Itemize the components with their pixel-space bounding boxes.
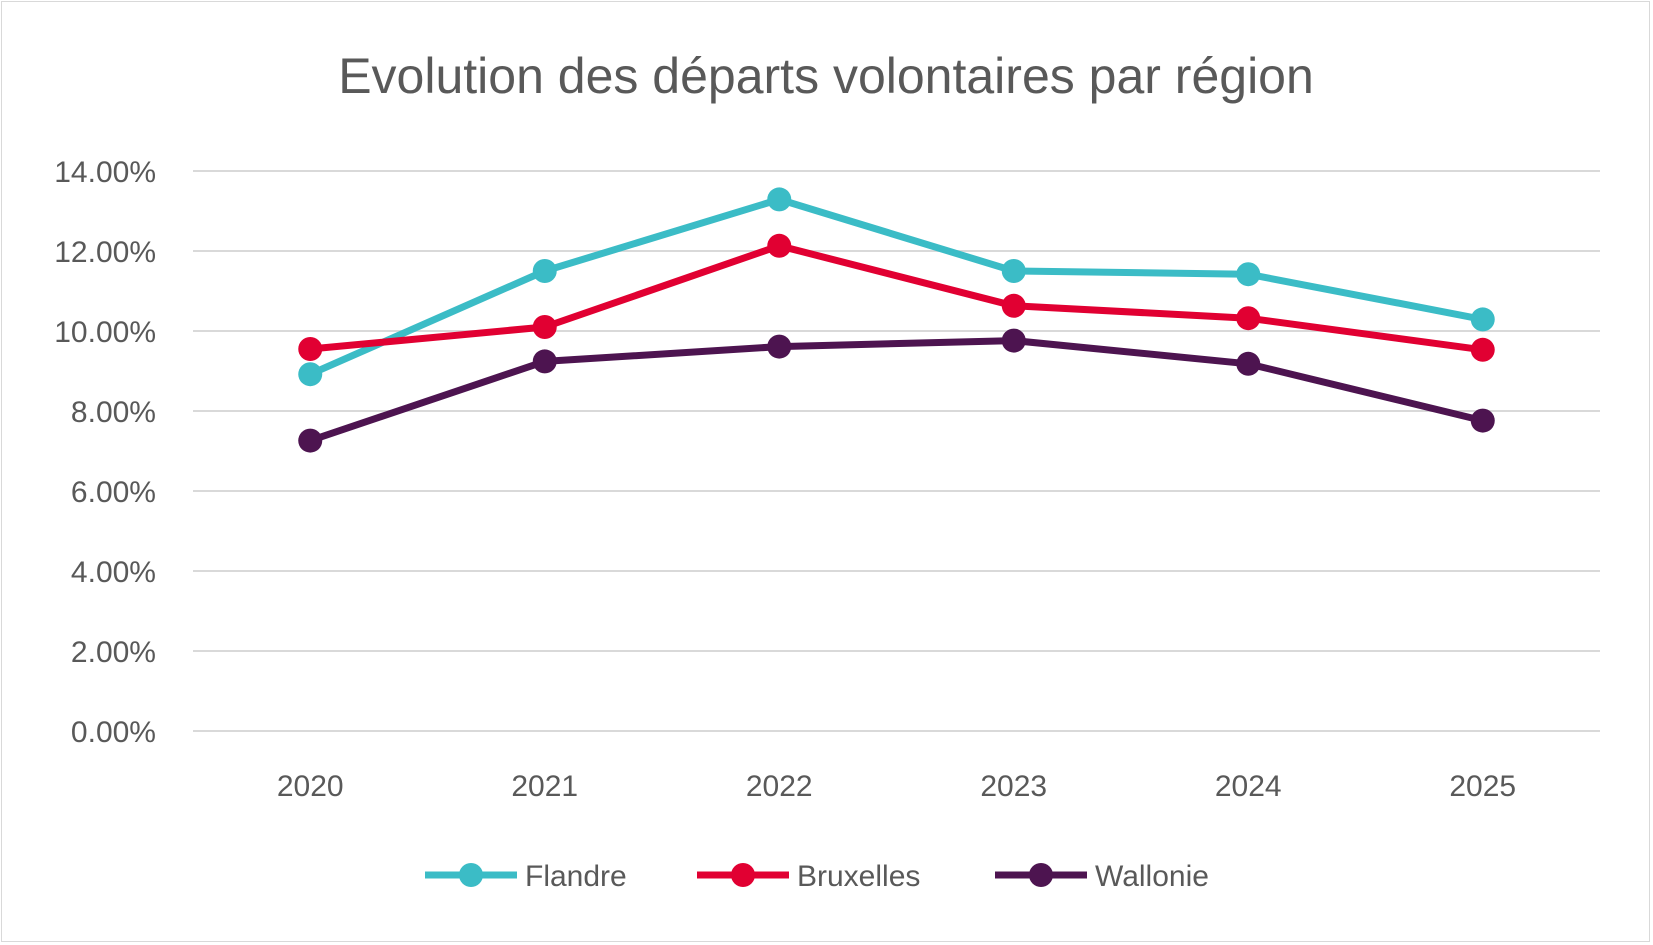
y-tick-label: 10.00% (54, 316, 156, 349)
legend-label-bruxelles: Bruxelles (797, 860, 920, 893)
data-point-wallonie (767, 334, 792, 359)
series-line-bruxelles (309, 242, 1484, 354)
x-tick-label: 2024 (1215, 770, 1282, 803)
data-point-wallonie (298, 428, 323, 453)
x-tick-label: 2020 (277, 770, 344, 803)
data-point-wallonie (1470, 408, 1495, 433)
data-point-flandre (1470, 307, 1495, 332)
data-point-wallonie (1236, 351, 1261, 376)
y-tick-label: 6.00% (71, 476, 156, 509)
y-tick-label: 14.00% (54, 156, 156, 189)
x-tick-label: 2023 (980, 770, 1047, 803)
data-point-bruxelles (1470, 337, 1495, 362)
legend-marker-flandre (459, 863, 483, 887)
data-point-flandre (298, 362, 323, 387)
y-tick-label: 2.00% (71, 636, 156, 669)
x-tick-label: 2022 (746, 770, 813, 803)
y-tick-label: 0.00% (71, 716, 156, 749)
data-point-wallonie (1001, 328, 1026, 353)
data-point-bruxelles (532, 315, 557, 339)
data-point-flandre (767, 187, 792, 212)
legend-marker-wallonie (1029, 863, 1053, 887)
data-point-bruxelles (298, 337, 323, 361)
y-tick-label: 12.00% (54, 236, 156, 269)
y-tick-label: 8.00% (71, 396, 156, 429)
legend-label-wallonie: Wallonie (1095, 860, 1209, 893)
series-line-flandre (308, 195, 1484, 378)
legend-marker-bruxelles (731, 863, 755, 887)
data-point-bruxelles (1001, 293, 1026, 318)
data-point-bruxelles (1236, 306, 1261, 331)
data-point-wallonie (532, 349, 557, 374)
data-point-bruxelles (767, 233, 792, 258)
data-point-flandre (1236, 262, 1261, 287)
x-tick-label: 2021 (511, 770, 578, 803)
chart-title: Evolution des départs volontaires par ré… (338, 48, 1314, 104)
data-point-flandre (532, 259, 557, 283)
data-point-flandre (1001, 259, 1026, 283)
y-tick-label: 4.00% (71, 556, 156, 589)
x-tick-label: 2025 (1449, 770, 1516, 803)
legend-label-flandre: Flandre (525, 860, 627, 893)
series-line-wallonie (309, 337, 1484, 444)
